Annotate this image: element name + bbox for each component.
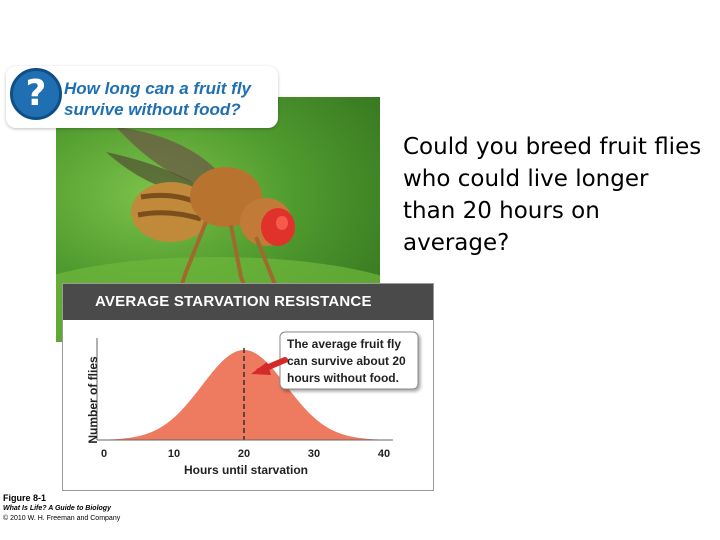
x-tick-label: 0 <box>101 448 107 460</box>
copyright-text: © 2010 W. H. Freeman and Company <box>3 515 121 522</box>
x-tick-label: 10 <box>168 448 180 460</box>
x-axis-label: Hours until starvation <box>184 463 308 477</box>
question-text: How long can a fruit fly survive without… <box>64 79 252 119</box>
annotation-text: The average fruit fly can survive about 2… <box>287 337 406 385</box>
arrow-icon <box>251 357 288 375</box>
x-tick-label: 40 <box>378 448 390 460</box>
figure-number: Figure 8-1 <box>3 493 47 503</box>
annotation-callout: The average fruit fly can survive about 2… <box>251 331 419 390</box>
x-tick-label: 30 <box>308 448 320 460</box>
starvation-chart: 0 10 20 30 40 Hours until starvation Number … <box>86 331 419 477</box>
chart-title: AVERAGE STARVATION RESISTANCE <box>63 284 433 320</box>
distribution-area <box>104 350 384 440</box>
figure-credit: Figure 8-1 What Is Life? A Guide to Biol… <box>3 493 203 524</box>
x-tick-label: 20 <box>238 448 250 460</box>
question-banner: ? How long can a fruit fly survive witho… <box>6 66 278 128</box>
y-axis-label: Number of flies <box>86 356 100 444</box>
book-title: What Is Life? A Guide to Biology <box>3 505 111 512</box>
slide-body-text: Could you breed fruit flies who could li… <box>403 134 702 256</box>
question-mark-icon: ? <box>10 68 62 120</box>
chart-panel: AVERAGE STARVATION RESISTANCE 0 10 20 30 40 … <box>62 283 434 491</box>
